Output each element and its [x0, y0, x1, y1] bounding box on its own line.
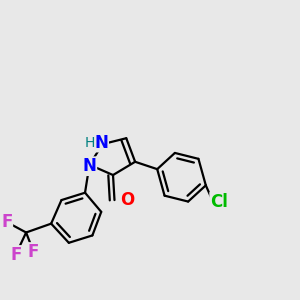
Text: N: N [94, 134, 108, 152]
Text: F: F [28, 243, 39, 261]
Text: O: O [121, 191, 135, 209]
Text: N: N [82, 157, 96, 175]
Text: H: H [85, 136, 95, 150]
Text: F: F [10, 246, 22, 264]
Text: F: F [1, 213, 13, 231]
Text: Cl: Cl [210, 193, 228, 211]
